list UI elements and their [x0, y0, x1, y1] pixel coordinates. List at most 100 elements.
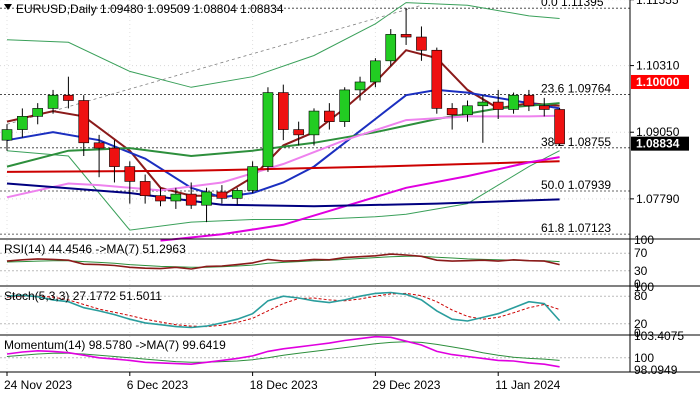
indicator-label: Momentum(14) 98.5780 ->MA(7) 99.6419: [4, 338, 226, 352]
candle: [431, 47, 443, 114]
trend-line: [6, 4, 422, 125]
date-tick-label: 18 Dec 2023: [250, 378, 318, 392]
candle-body: [324, 110, 335, 122]
candle: [385, 29, 397, 67]
candle: [231, 187, 243, 205]
fibonacci-label: 61.8 1.07123: [541, 221, 611, 235]
date-tick-label: 6 Dec 2023: [127, 378, 189, 392]
moving-average-line: [6, 160, 560, 173]
indicator-tick-label: 100: [634, 280, 654, 294]
dropdown-arrow-icon: [4, 4, 12, 10]
indicator-label: Stoch(5,3,3) 27.1772 51.5011: [4, 289, 162, 303]
price-tick-label: 1.10310: [636, 59, 680, 73]
candle-body: [554, 109, 565, 145]
candle-body: [293, 129, 304, 136]
indicator-line: [6, 291, 561, 329]
candle: [477, 95, 489, 143]
candle: [247, 161, 258, 194]
moving-average-lines: [6, 49, 560, 242]
moving-average-line: [6, 88, 560, 199]
candle-body: [354, 81, 366, 91]
marker-price-tag: [631, 74, 689, 89]
lower-band-line: [6, 150, 560, 231]
candle: [370, 58, 381, 88]
indicator-tick-label: 103.4075: [634, 329, 684, 343]
price-tick-label: 1.11555: [636, 0, 679, 7]
fibonacci-levels: 0.0 1.11395 23.6 1.09764 38.2 1.08755 50.0 …: [0, 0, 630, 235]
candle-body: [201, 191, 212, 206]
upper-band-line: [6, 2, 560, 88]
fibonacci-label: 50.0 1.07939: [541, 178, 611, 192]
candle: [170, 187, 182, 209]
candle-body: [247, 166, 258, 191]
marker-price-label: 1.10000: [636, 75, 680, 89]
indicator-tick-label: 0: [634, 326, 641, 340]
fibonacci-label: 38.2 1.08755: [541, 135, 611, 149]
candle: [47, 89, 59, 114]
candle-body: [170, 193, 182, 202]
indicator-line: [6, 335, 560, 368]
candle: [538, 97, 550, 117]
candle-body: [109, 147, 120, 167]
indicator-line: [6, 253, 560, 270]
candle: [32, 103, 44, 125]
candle: [17, 108, 28, 138]
candle-body: [431, 49, 443, 109]
candle: [63, 76, 74, 109]
date-tick-label: 11 Jan 2024: [495, 378, 560, 392]
candle-body: [538, 105, 550, 110]
candle: [293, 121, 304, 146]
signal-line: [6, 341, 560, 363]
date-axis: 24 Nov 2023 6 Dec 2023 18 Dec 2023 29 Dec 2…: [4, 372, 561, 392]
candle: [109, 140, 120, 183]
date-tick-label: 24 Nov 2023: [4, 378, 72, 392]
price-tick-label: 1.09050: [636, 125, 680, 139]
candles: [1, 7, 565, 223]
indicator-tick-label: 20: [634, 317, 648, 331]
candle-body: [523, 94, 535, 107]
candle-body: [370, 60, 381, 83]
candle: [201, 187, 212, 223]
candle: [446, 103, 458, 130]
indicator-tick-label: 100: [634, 233, 654, 247]
candle-body: [508, 94, 519, 110]
main-panel-grid: [0, 0, 630, 372]
candle-body: [446, 108, 458, 116]
candle-body: [262, 92, 274, 167]
candle: [523, 89, 535, 112]
signal-line: [6, 255, 560, 268]
indicator-tick-label: 100: [634, 351, 654, 365]
current-price-tag: [631, 136, 689, 151]
price-axis: 1.11555 1.10310 1.09050 1.07790 1.10000 1.088…: [630, 0, 689, 206]
candle-body: [63, 94, 74, 101]
moving-average-line: [6, 114, 560, 199]
date-tick-label: 29 Dec 2023: [372, 378, 440, 392]
candle-body: [477, 101, 489, 107]
candle: [324, 103, 335, 130]
indicator-tick-label: 70: [634, 246, 648, 260]
candle-body: [78, 100, 90, 144]
candle-body: [185, 193, 197, 206]
candle-body: [139, 181, 151, 196]
candle-body: [277, 92, 289, 130]
candle-body: [47, 94, 59, 109]
candle: [185, 182, 197, 209]
candle-body: [231, 190, 243, 199]
candle: [339, 87, 351, 127]
chart-title: EURUSD,Daily 1.09480 1.09509 1.08804 1.0…: [16, 2, 284, 16]
indicator-tick-label: 80: [634, 289, 648, 303]
chart-header: EURUSD,Daily 1.09480 1.09509 1.08804 1.0…: [4, 2, 284, 16]
candle-body: [93, 142, 105, 149]
moving-average-line: [6, 182, 560, 208]
candle-body: [216, 191, 228, 199]
indicator-tick-label: 98.0949: [634, 363, 678, 377]
candle: [492, 89, 504, 119]
indicator-label: RSI(14) 44.4546 ->MA(7) 51.2963: [4, 242, 186, 256]
candle-body: [339, 89, 351, 122]
moving-average-bands: [6, 2, 560, 231]
candle-body: [462, 105, 473, 116]
